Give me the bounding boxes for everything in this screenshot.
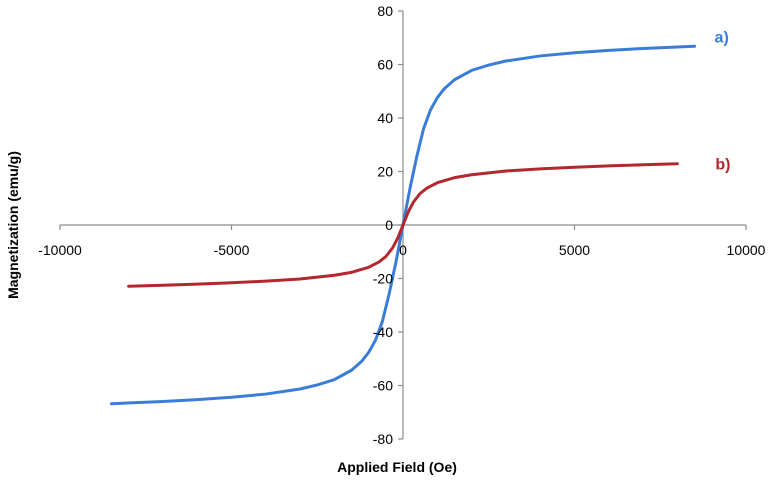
x-tick-label: 0 [399, 242, 407, 258]
y-tick-label: 80 [377, 3, 393, 19]
x-axis-title: Applied Field (Oe) [337, 459, 457, 475]
x-tick-label: 10000 [727, 242, 766, 258]
series-layer [109, 44, 697, 406]
y-tick-label: 40 [377, 110, 393, 126]
y-axis-title: Magnetization (emu/g) [5, 151, 21, 299]
y-tick-label: 60 [377, 57, 393, 73]
y-tick-label: 20 [377, 164, 393, 180]
series-line-2 [127, 162, 679, 288]
y-tick-label: -20 [373, 271, 393, 287]
x-tick-label: -5000 [214, 242, 250, 258]
series-label-2: b) [715, 157, 730, 174]
x-tick-label: -10000 [38, 242, 82, 258]
labels-layer: -10000 -5000 0 5000 10000 -80 -60 -40 -20 0 20 40 60… [38, 3, 765, 447]
y-tick-label: -80 [373, 431, 393, 447]
y-tick-label: -60 [373, 378, 393, 394]
y-tick-label: -40 [373, 324, 393, 340]
y-tick-label: 0 [385, 217, 393, 233]
series-label-1: a) [715, 29, 729, 46]
x-tick-label: 5000 [559, 242, 590, 258]
